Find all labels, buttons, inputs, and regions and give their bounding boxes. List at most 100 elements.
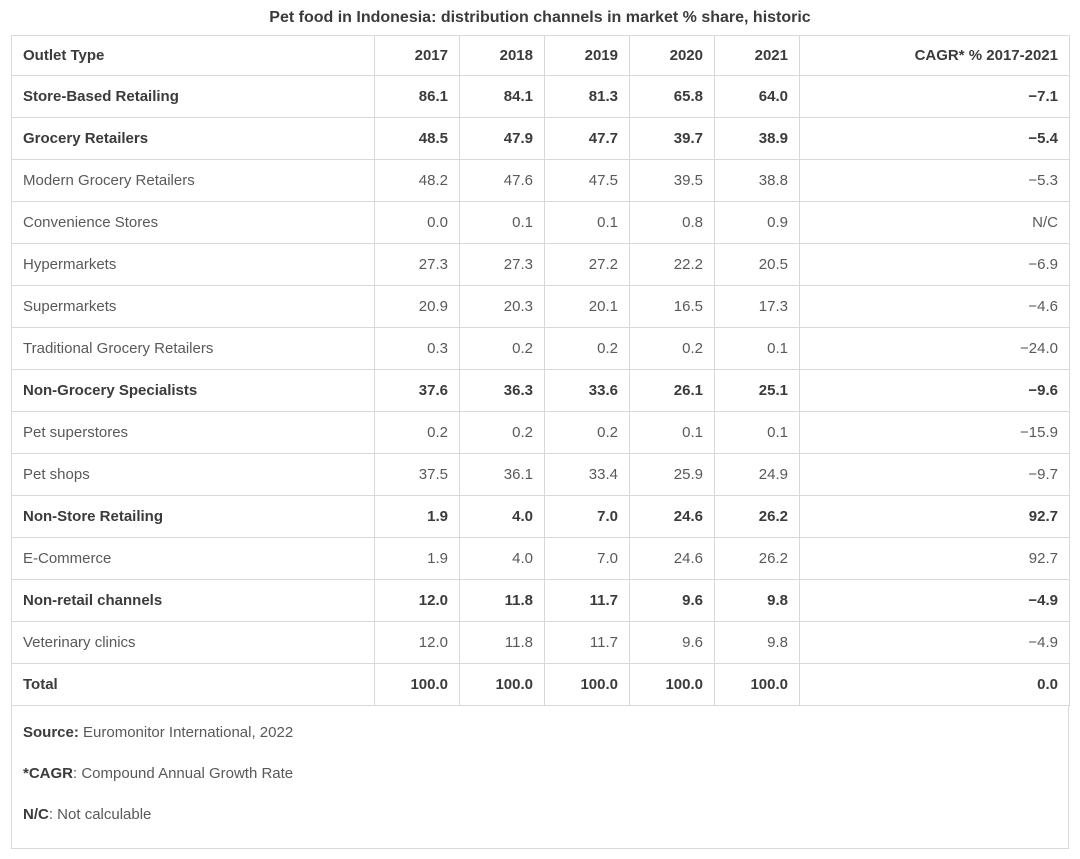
value-cell: 20.1 [544,285,630,328]
value-cell: 81.3 [544,75,630,118]
value-cell: 0.2 [459,327,545,370]
table-row: Pet shops 37.5 36.1 33.4 25.9 24.9 −9.7 [11,453,1070,496]
table-body: Store-Based Retailing 86.1 84.1 81.3 65.8 64.… [11,75,1070,706]
outlet-type-cell: Non-Grocery Specialists [11,369,375,412]
value-cell: 4.0 [459,537,545,580]
value-cell: 39.5 [629,159,715,202]
value-cell: 9.6 [629,621,715,664]
value-cell: 1.9 [374,495,460,538]
report-table-page: Pet food in Indonesia: distribution chan… [0,9,1080,849]
col-header-2020: 2020 [629,35,715,76]
value-cell: 92.7 [799,495,1070,538]
value-cell: 27.3 [374,243,460,286]
col-header-2017: 2017 [374,35,460,76]
value-cell: 25.9 [629,453,715,496]
value-cell: 36.1 [459,453,545,496]
outlet-type-cell: Supermarkets [11,285,375,328]
table-row: Non-Store Retailing 1.9 4.0 7.0 24.6 26.2 92.7 [11,495,1070,538]
value-cell: 0.2 [544,411,630,454]
table-row: Store-Based Retailing 86.1 84.1 81.3 65.8 64.… [11,75,1070,118]
value-cell: 36.3 [459,369,545,412]
footnote-cagr-text: : Compound Annual Growth Rate [73,765,294,782]
value-cell: 16.5 [629,285,715,328]
value-cell: 20.9 [374,285,460,328]
table-row: Traditional Grocery Retailers 0.3 0.2 0.2 0.… [11,327,1070,370]
outlet-type-cell: Non-Store Retailing [11,495,375,538]
table-title: Pet food in Indonesia: distribution chan… [269,9,811,26]
value-cell: 37.6 [374,369,460,412]
value-cell: 26.1 [629,369,715,412]
table-row: Pet superstores 0.2 0.2 0.2 0.1 0.1 −15.9 [11,411,1070,454]
value-cell: 48.5 [374,117,460,160]
value-cell: 47.6 [459,159,545,202]
col-header-cagr: CAGR* % 2017-2021 [799,35,1070,76]
table-row: E-Commerce 1.9 4.0 7.0 24.6 26.2 92.7 [11,537,1070,580]
value-cell: 47.7 [544,117,630,160]
value-cell: 11.7 [544,579,630,622]
value-cell: 17.3 [714,285,800,328]
value-cell: 64.0 [714,75,800,118]
value-cell: 1.9 [374,537,460,580]
value-cell: 84.1 [459,75,545,118]
header-row: Outlet Type 2017 2018 2019 2020 2021 CAG… [11,35,1070,76]
value-cell: −9.7 [799,453,1070,496]
value-cell: 33.6 [544,369,630,412]
value-cell: −15.9 [799,411,1070,454]
value-cell: 0.0 [374,201,460,244]
value-cell: 22.2 [629,243,715,286]
value-cell: 0.8 [629,201,715,244]
col-header-2019: 2019 [544,35,630,76]
table-row: Non-retail channels 12.0 11.8 11.7 9.6 9.8 −4.… [11,579,1070,622]
value-cell: −6.9 [799,243,1070,286]
value-cell: 12.0 [374,621,460,664]
outlet-type-cell: Hypermarkets [11,243,375,286]
table-row: Convenience Stores 0.0 0.1 0.1 0.8 0.9 N/C [11,201,1070,244]
footnote-source: Source: Euromonitor International, 2022 [23,723,1057,743]
footnote-cagr: *CAGR: Compound Annual Growth Rate [23,764,1057,784]
table-row: Hypermarkets 27.3 27.3 27.2 22.2 20.5 −6.9 [11,243,1070,286]
value-cell: N/C [799,201,1070,244]
value-cell: −4.9 [799,621,1070,664]
outlet-type-cell: Veterinary clinics [11,621,375,664]
value-cell: 0.9 [714,201,800,244]
value-cell: 100.0 [714,663,800,706]
footnote-nc-text: : Not calculable [48,806,152,823]
value-cell: 48.2 [374,159,460,202]
value-cell: 0.2 [459,411,545,454]
value-cell: 47.9 [459,117,545,160]
value-cell: 25.1 [714,369,800,412]
value-cell: 26.2 [714,495,800,538]
value-cell: 38.8 [714,159,800,202]
value-cell: 33.4 [544,453,630,496]
col-header-2021: 2021 [714,35,800,76]
value-cell: 38.9 [714,117,800,160]
outlet-type-cell: Store-Based Retailing [11,75,375,118]
value-cell: 0.2 [374,411,460,454]
value-cell: −24.0 [799,327,1070,370]
footnote-nc-label: N/C [23,806,49,823]
outlet-type-cell: Convenience Stores [11,201,375,244]
table-footnotes: Source: Euromonitor International, 2022 … [11,706,1069,849]
col-header-outlet-type: Outlet Type [11,35,375,76]
value-cell: 11.8 [459,579,545,622]
value-cell: 100.0 [544,663,630,706]
col-header-2018: 2018 [459,35,545,76]
value-cell: 27.2 [544,243,630,286]
value-cell: 4.0 [459,495,545,538]
value-cell: 7.0 [544,495,630,538]
value-cell: 0.2 [629,327,715,370]
table-row: Modern Grocery Retailers 48.2 47.6 47.5 39.5… [11,159,1070,202]
value-cell: 11.7 [544,621,630,664]
value-cell: 100.0 [629,663,715,706]
value-cell: 0.2 [544,327,630,370]
value-cell: 0.1 [714,411,800,454]
value-cell: 37.5 [374,453,460,496]
value-cell: −4.6 [799,285,1070,328]
value-cell: 24.6 [629,495,715,538]
value-cell: 9.8 [714,579,800,622]
value-cell: 9.6 [629,579,715,622]
value-cell: −5.3 [799,159,1070,202]
outlet-type-cell: Total [11,663,375,706]
value-cell: −9.6 [799,369,1070,412]
value-cell: 11.8 [459,621,545,664]
